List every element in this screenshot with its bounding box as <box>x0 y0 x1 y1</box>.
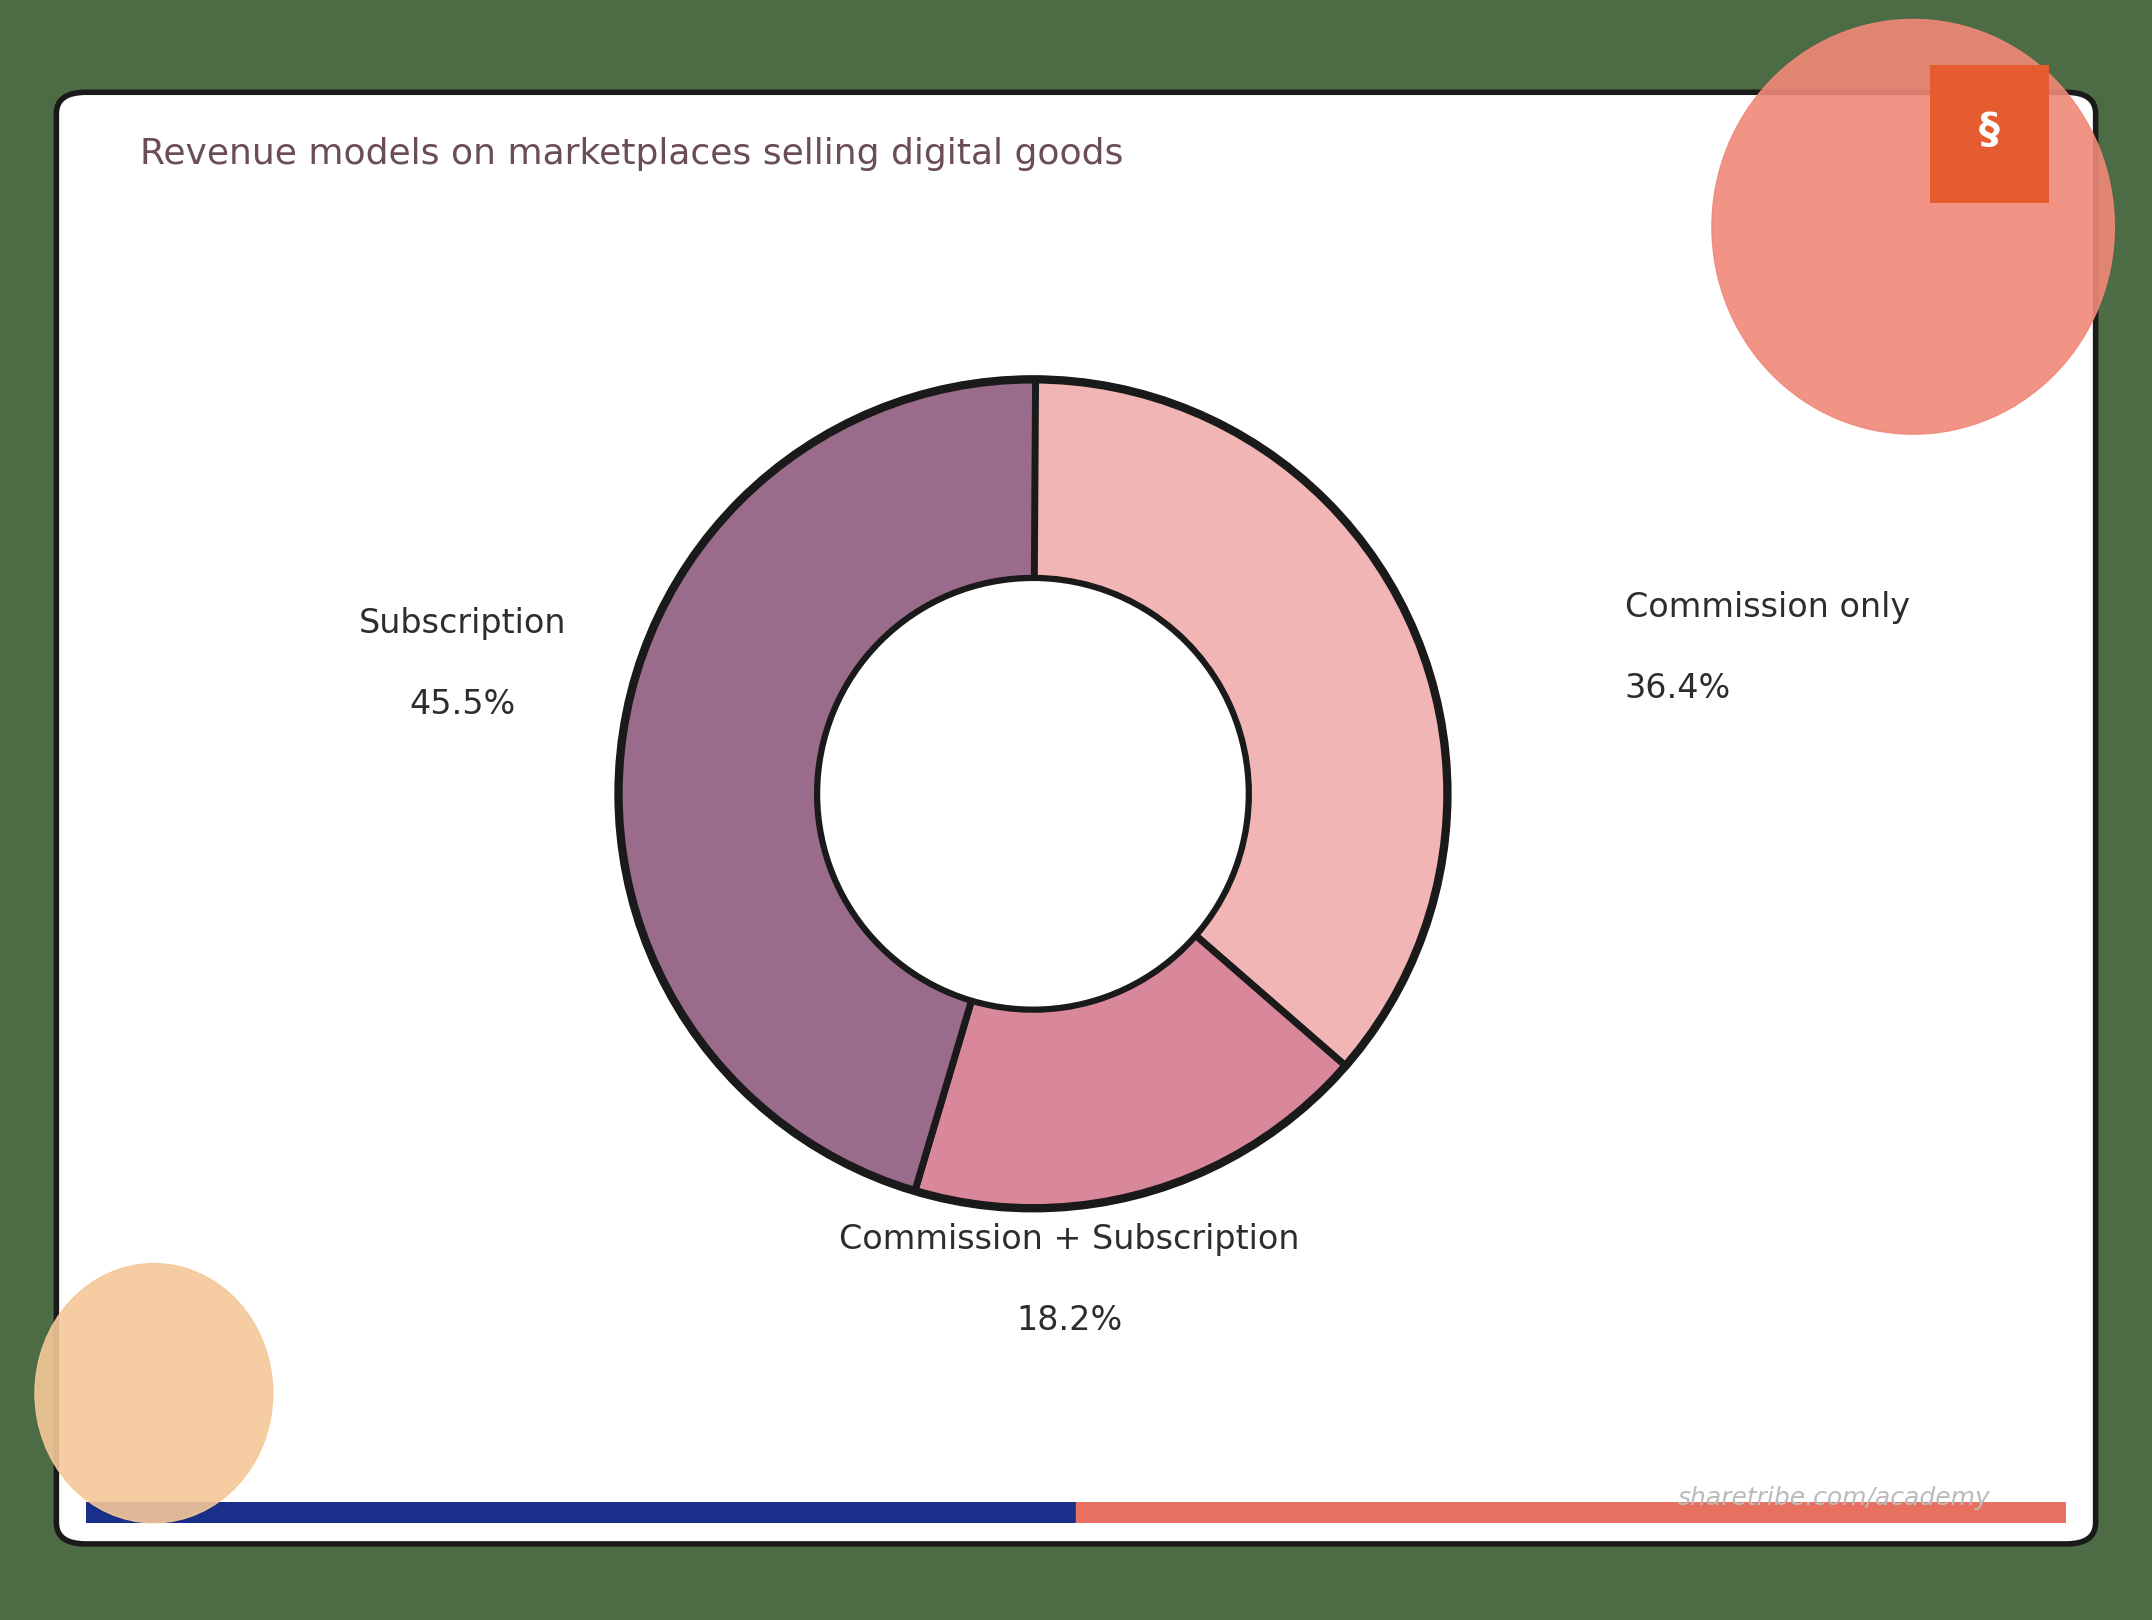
Wedge shape <box>1033 379 1448 1066</box>
Text: sharetribe.com/academy: sharetribe.com/academy <box>1679 1487 1991 1510</box>
Text: Commission only: Commission only <box>1625 591 1909 624</box>
Bar <box>1076 1502 2066 1523</box>
Text: 18.2%: 18.2% <box>1016 1304 1123 1336</box>
Ellipse shape <box>1713 19 2113 434</box>
Circle shape <box>818 578 1248 1009</box>
Ellipse shape <box>34 1264 273 1523</box>
Text: Subscription: Subscription <box>359 608 566 640</box>
FancyBboxPatch shape <box>56 92 2096 1544</box>
Wedge shape <box>618 379 1035 1191</box>
Bar <box>86 1502 1076 1523</box>
Text: §: § <box>1980 110 1999 152</box>
Text: 45.5%: 45.5% <box>409 688 516 721</box>
Text: Commission + Subscription: Commission + Subscription <box>839 1223 1300 1256</box>
Text: 36.4%: 36.4% <box>1625 672 1730 705</box>
FancyBboxPatch shape <box>1926 60 2053 207</box>
Text: Revenue models on marketplaces selling digital goods: Revenue models on marketplaces selling d… <box>140 138 1123 170</box>
Wedge shape <box>915 935 1345 1209</box>
